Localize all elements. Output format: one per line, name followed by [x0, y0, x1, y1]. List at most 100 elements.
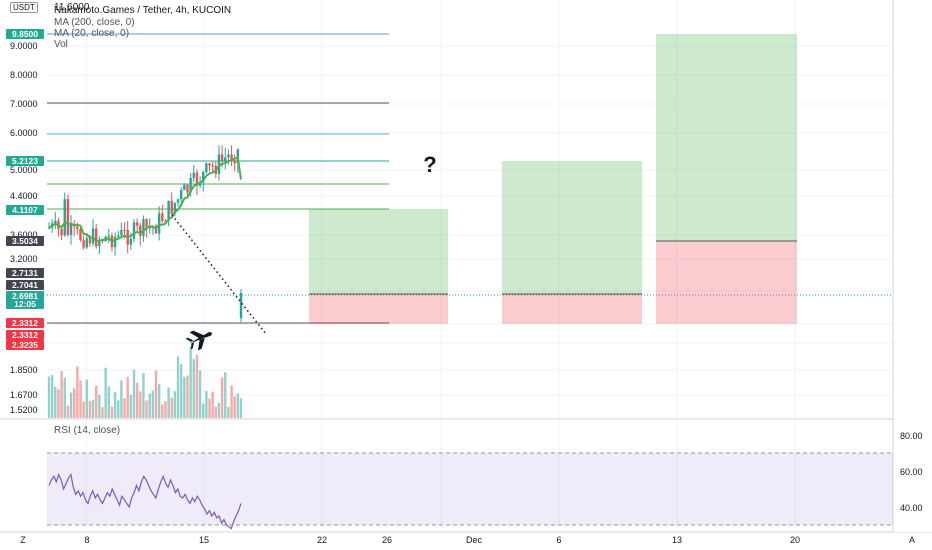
price-badge-label: 2.6981: [12, 291, 38, 301]
volume-bar: [233, 396, 236, 418]
price-badge-label: 2.3312: [12, 318, 38, 328]
candle-body: [117, 235, 120, 237]
price-tick-label: 6.0000: [10, 128, 38, 138]
volume-bar: [198, 370, 202, 418]
ma-line: [48, 156, 242, 243]
candle-body: [233, 160, 236, 164]
candle-body: [76, 226, 79, 229]
time-tick-label: 22: [317, 535, 327, 545]
volume-bar: [88, 400, 92, 418]
volume-bar: [202, 403, 205, 418]
price-tick-label: 1.8500: [10, 365, 38, 375]
price-badge: [6, 299, 44, 309]
candle-body: [173, 202, 177, 214]
volume-bar: [135, 382, 139, 418]
volume-bar: [72, 388, 76, 418]
volume-bar: [173, 391, 177, 418]
volume-bar: [132, 369, 136, 418]
candle-body: [198, 182, 202, 186]
candle-body: [60, 228, 63, 236]
volume-bar: [236, 393, 240, 418]
volume-bar: [208, 398, 211, 418]
price-badge: [6, 330, 44, 340]
candle-body: [154, 226, 158, 234]
volume-bar: [98, 394, 101, 418]
price-tick-label: 5.0000: [10, 165, 38, 175]
candle-body: [227, 154, 230, 158]
volume-bar: [66, 405, 70, 418]
volume-bar: [224, 372, 227, 418]
volume-bar: [85, 379, 88, 418]
candle-body: [95, 228, 98, 247]
price-tick-label: 8.0000: [10, 70, 38, 80]
candle-body: [145, 219, 148, 228]
price-badge-label: 4.1107: [12, 205, 38, 215]
volume-bar: [120, 380, 123, 418]
price-badge: [6, 29, 44, 39]
volume-bar: [57, 389, 60, 418]
volume-bar: [117, 400, 120, 418]
time-tick-label: 15: [199, 535, 209, 545]
symbol-title[interactable]: Nakamoto.Games / Tether, 4h, KUCOIN: [54, 5, 232, 16]
volume-bar: [214, 406, 218, 418]
volume-bar: [220, 377, 224, 418]
volume-bar: [91, 399, 95, 418]
price-badge-label: 12:05: [14, 299, 36, 309]
candle-body: [47, 227, 51, 229]
candle-body: [82, 240, 85, 248]
candle-body: [148, 226, 151, 228]
candle-body: [211, 165, 214, 167]
airplane-icon: [185, 330, 212, 351]
time-tick-label: 26: [382, 535, 392, 545]
price-tick-label: 9.0000: [10, 41, 38, 51]
volume-bar: [217, 402, 221, 418]
price-tick-label: 1.6700: [10, 390, 38, 400]
zoom-left-button: Z: [20, 535, 26, 545]
candle-body: [132, 222, 136, 239]
candle-body: [186, 184, 189, 193]
volume-bar: [176, 356, 180, 418]
volume-bar: [142, 373, 145, 418]
candle-body: [129, 238, 133, 245]
candle-body: [54, 220, 57, 224]
rsi-title[interactable]: RSI (14, close): [54, 425, 121, 436]
price-badge: [6, 318, 44, 328]
trendline: [171, 214, 267, 335]
price-tick-label: 1.5200: [10, 405, 38, 415]
price-badge: [6, 291, 44, 301]
top-price-label: 11.6000: [54, 2, 90, 13]
indicator-ma200[interactable]: MA (200, close, 0): [54, 17, 135, 28]
price-badge: [6, 340, 44, 350]
candle-body: [107, 235, 111, 237]
price-badge: [6, 236, 44, 246]
candle-body: [176, 199, 180, 203]
rsi-tick-label: 80.00: [900, 431, 923, 441]
candle-body: [220, 154, 224, 161]
question-annotation: ?: [423, 152, 436, 177]
indicator-vol[interactable]: Vol: [54, 39, 68, 50]
candle-body: [205, 163, 208, 172]
volume-bar: [227, 406, 230, 418]
currency-badge[interactable]: USDT: [10, 2, 38, 13]
price-tick-label: 4.4000: [10, 191, 38, 201]
volume-bar: [123, 398, 126, 418]
price-tick-label: 3.6000: [10, 230, 38, 240]
price-tick-label: 7.0000: [10, 99, 38, 109]
candle-body: [123, 229, 126, 231]
candle-body: [79, 228, 82, 241]
volume-bar: [167, 387, 170, 418]
volume-bar: [113, 391, 117, 418]
candle-body: [189, 177, 192, 193]
volume-bar: [230, 385, 233, 418]
volume-bar: [192, 358, 195, 418]
volume-bar: [205, 390, 208, 418]
airplane-shape: [185, 330, 212, 351]
candle-body: [88, 238, 92, 244]
indicator-ma20[interactable]: MA (20, close, 0): [54, 28, 130, 39]
long-target-zone: [656, 34, 797, 241]
volume-bar: [170, 397, 173, 418]
auto-scale-button: A: [909, 535, 915, 545]
candle-body: [202, 171, 205, 183]
